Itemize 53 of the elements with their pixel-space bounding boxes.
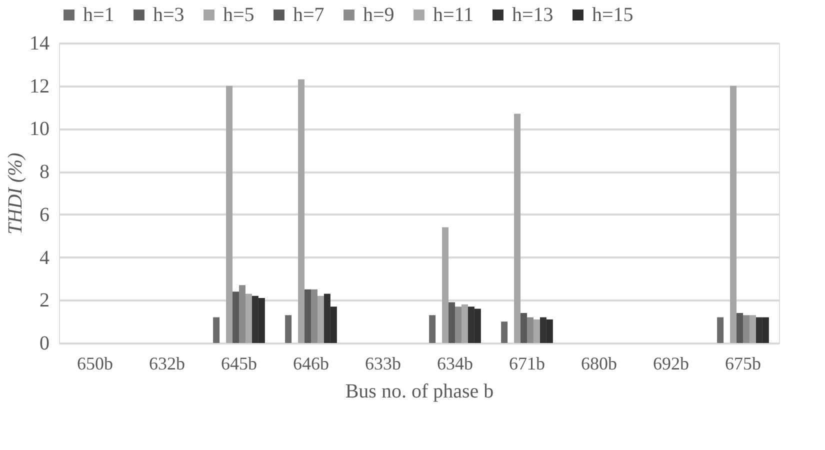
bar	[429, 315, 436, 343]
x-tick-label: 645b	[221, 354, 257, 374]
x-tick-label: 692b	[653, 354, 689, 374]
bar	[239, 285, 246, 343]
bar	[317, 296, 324, 343]
legend-label: h=3	[153, 4, 184, 26]
bar	[304, 289, 311, 343]
bar	[514, 114, 521, 343]
legend-label: h=13	[512, 4, 554, 26]
bar	[527, 317, 534, 343]
x-tick-label: 646b	[293, 354, 329, 374]
x-tick-label: 650b	[77, 354, 113, 374]
bar	[455, 306, 462, 343]
bar	[520, 313, 527, 343]
x-tick-label: 680b	[581, 354, 617, 374]
bar	[501, 322, 508, 343]
bar	[730, 86, 737, 343]
y-tick-label: 0	[40, 332, 50, 354]
legend-label: h=11	[433, 4, 474, 26]
x-tick-label: 675b	[725, 354, 761, 374]
y-tick-label: 6	[40, 204, 50, 226]
bar	[311, 289, 318, 343]
bar	[533, 319, 540, 343]
y-tick-label: 14	[30, 32, 50, 54]
bar	[461, 304, 468, 343]
x-tick-label: 632b	[149, 354, 185, 374]
legend-label: h=7	[293, 4, 324, 26]
bar	[749, 315, 756, 343]
bar	[448, 302, 455, 343]
legend-label: h=5	[223, 4, 254, 26]
bar	[232, 292, 239, 343]
y-axis-title: THDI (%)	[4, 152, 26, 234]
legend-label: h=9	[363, 4, 394, 26]
bar	[245, 294, 252, 343]
x-tick-label: 671b	[509, 354, 545, 374]
bar	[743, 315, 750, 343]
legend-label: h=1	[83, 4, 114, 26]
bar	[213, 317, 220, 343]
bar	[442, 227, 449, 343]
x-tick-label: 633b	[365, 354, 401, 374]
bar	[285, 315, 292, 343]
y-tick-label: 10	[30, 118, 50, 140]
y-tick-label: 2	[40, 290, 50, 312]
x-axis-title: Bus no. of phase b	[345, 380, 494, 402]
legend-label: h=15	[592, 4, 634, 26]
y-tick-label: 8	[40, 161, 50, 184]
x-tick-label: 634b	[437, 354, 473, 374]
bar	[226, 86, 233, 343]
bar	[736, 313, 743, 343]
bar	[298, 79, 305, 343]
y-tick-label: 12	[30, 75, 50, 98]
bar	[717, 317, 724, 343]
y-tick-label: 4	[40, 246, 50, 269]
